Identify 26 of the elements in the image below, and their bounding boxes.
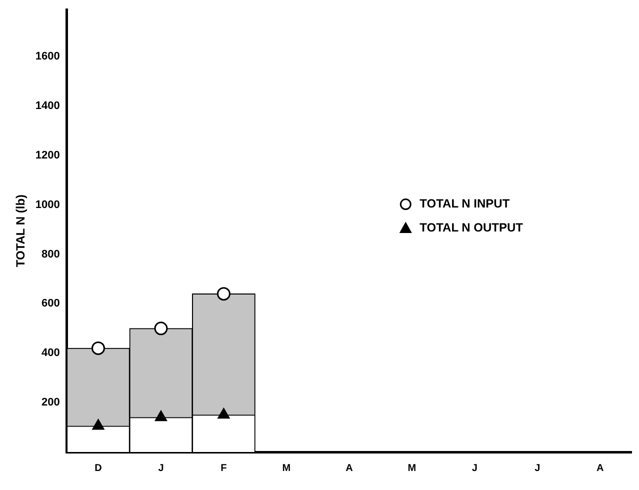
x-tick-label: F (220, 462, 227, 474)
x-tick-label: J (534, 462, 540, 474)
y-tick-label: 1400 (35, 100, 60, 112)
legend-label: TOTAL N INPUT (420, 196, 510, 211)
y-axis-title: TOTAL N (lb) (14, 194, 28, 268)
x-tick-label: D (94, 462, 102, 474)
x-tick-label: M (282, 462, 291, 474)
x-tick-label: J (472, 462, 478, 474)
legend-label: TOTAL N OUTPUT (420, 220, 524, 235)
y-tick-label: 600 (42, 298, 60, 310)
point (216, 287, 230, 301)
x-tick-label: J (158, 462, 164, 474)
y-tick-label: 1200 (35, 149, 60, 162)
y-tick-label: 1600 (35, 50, 60, 63)
y-tick-label: 400 (42, 347, 60, 360)
point (218, 408, 230, 419)
x-tick-label: M (408, 462, 416, 474)
y-tick-label: 200 (42, 396, 60, 409)
y-tick-label: 1000 (35, 198, 60, 211)
point (91, 341, 105, 355)
x-tick-label: A (596, 462, 604, 474)
point (155, 410, 167, 422)
point (154, 322, 168, 336)
y-tick-label: 800 (42, 248, 60, 260)
point (92, 419, 104, 430)
x-tick-label: A (346, 462, 353, 474)
